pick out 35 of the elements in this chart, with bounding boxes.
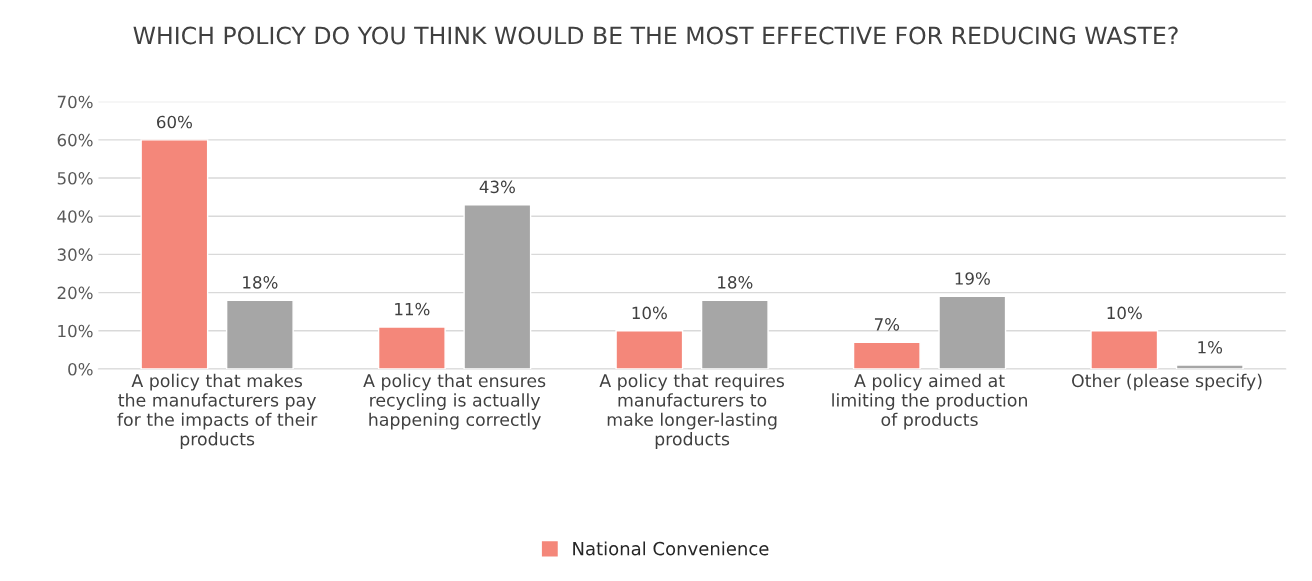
bar xyxy=(700,299,769,369)
bar xyxy=(463,204,532,369)
y-tick-label: 0% xyxy=(68,362,93,376)
data-label: 43% xyxy=(479,180,515,194)
chart-title: WHICH POLICY DO YOU THINK WOULD BE THE MOST EFFECTIVE FOR REDUCING WASTE? xyxy=(133,26,1178,45)
data-label: 10% xyxy=(632,306,667,320)
bar xyxy=(938,295,1007,369)
y-tick-label: 40% xyxy=(57,210,93,223)
data-label: 7% xyxy=(874,318,900,331)
x-tick-label: Other (please specify) xyxy=(1072,373,1262,391)
x-tick-label: A policy that ensures recycling is actually happening correctly xyxy=(363,373,546,430)
bar xyxy=(225,299,294,369)
x-tick-label: A policy aimed at limiting the production of products xyxy=(832,373,1027,430)
bar xyxy=(377,326,446,369)
bar xyxy=(1175,364,1244,369)
x-tick-label: A policy that makes the manufacturers pay for the impacts of their products xyxy=(117,373,318,449)
data-label: 1% xyxy=(1198,340,1223,354)
data-label: 19% xyxy=(955,272,990,285)
data-label: 10% xyxy=(1107,306,1142,320)
bar xyxy=(140,139,209,369)
bar xyxy=(852,341,921,369)
data-label: 18% xyxy=(243,276,278,289)
data-label: 11% xyxy=(395,302,430,316)
data-label: 18% xyxy=(718,276,753,289)
data-label: 60% xyxy=(157,115,192,129)
y-tick-label: 30% xyxy=(57,248,93,261)
y-tick-label: 10% xyxy=(58,324,93,338)
y-tick-label: 20% xyxy=(57,286,93,300)
y-tick-label: 60% xyxy=(57,133,93,147)
legend-label: National Convenience xyxy=(573,541,769,556)
bar xyxy=(615,330,684,369)
y-tick-label: 70% xyxy=(57,95,93,109)
x-tick-label: A policy that requires manufacturers to make longer-lasting products xyxy=(599,373,785,449)
y-tick-label: 50% xyxy=(57,172,93,185)
bar xyxy=(1090,330,1159,369)
